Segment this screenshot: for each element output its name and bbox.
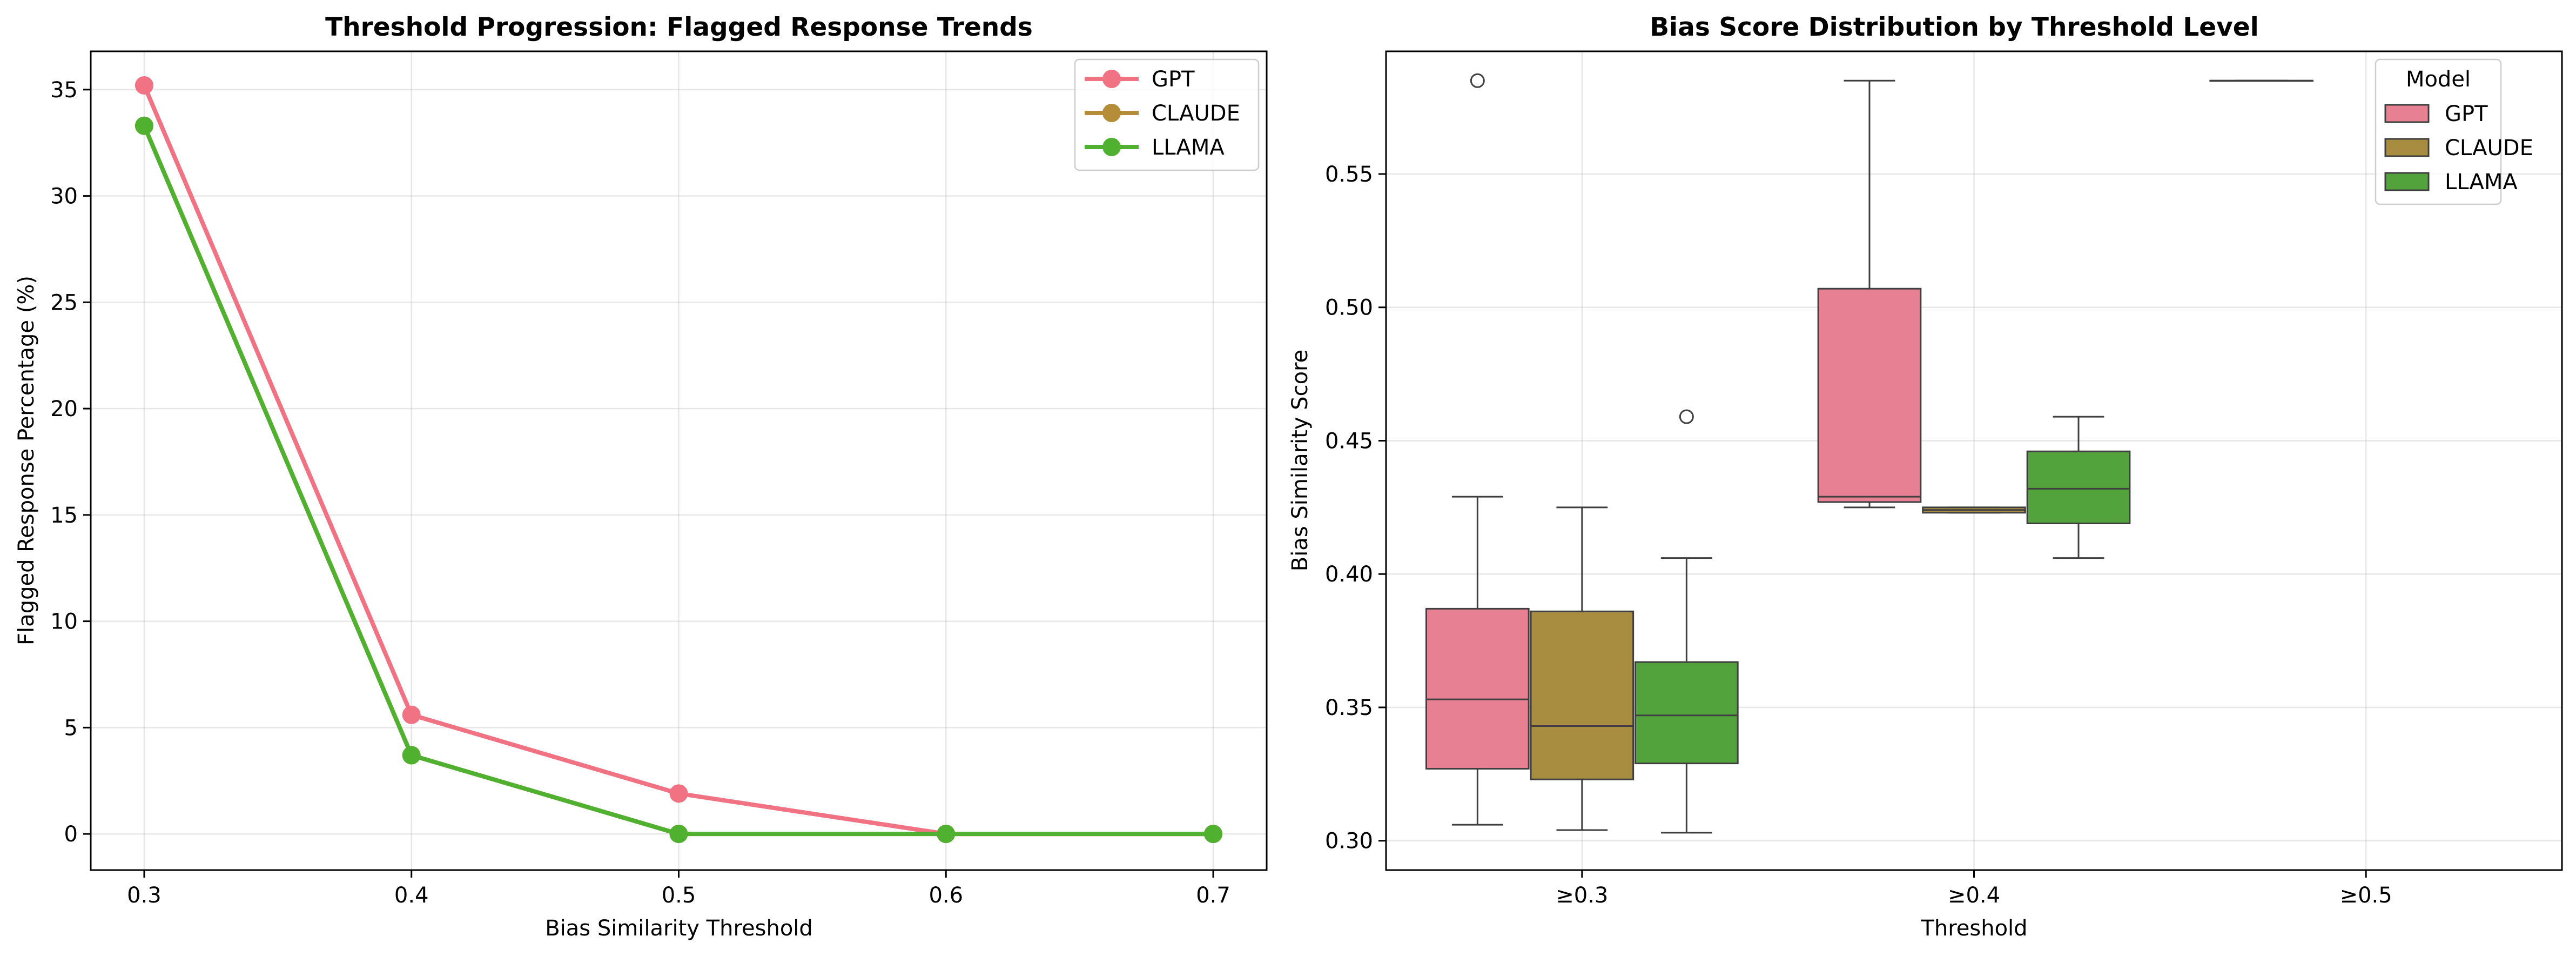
legend-swatch-gpt	[2384, 104, 2430, 123]
chart2-legend-title: Model	[2406, 67, 2471, 92]
legend-swatch-llama	[2384, 172, 2430, 191]
legend-label-claude: CLAUDE	[1152, 101, 1240, 126]
box-gpt	[1425, 73, 1530, 826]
iqr-box-llama	[2026, 450, 2131, 524]
chart2-y-tick-label: 0.40	[1325, 562, 1373, 587]
chart1-x-ticks: 0.3 0.4 0.5 0.6 0.7	[127, 870, 1230, 908]
chart2-x-tick-label: ≥0.3	[1556, 883, 1608, 908]
box-llama	[1635, 409, 1739, 834]
chart1-x-tick-label: 0.4	[394, 883, 429, 908]
chart2-y-ticks: 0.30 0.35 0.40 0.45 0.50 0.55	[1325, 162, 1386, 854]
chart1-title: Threshold Progression: Flagged Response …	[325, 12, 1033, 42]
chart2-legend-frame	[2375, 58, 2502, 205]
chart1-x-axis-label: Bias Similarity Threshold	[545, 916, 813, 941]
box-claude	[1530, 506, 1635, 831]
chart1-series	[134, 76, 1223, 844]
chart1-x-tick-label: 0.5	[662, 883, 696, 908]
chart2-x-ticks: ≥0.3 ≥0.4 ≥0.5	[1556, 870, 2392, 908]
chart1-legend-frame	[1074, 58, 1260, 171]
chart1-y-tick-label: 0	[64, 822, 78, 847]
iqr-box-claude	[1530, 610, 1635, 780]
chart1-y-tick-label: 15	[50, 503, 78, 528]
legend-swatch-claude	[2384, 138, 2430, 157]
legend-label-gpt: GPT	[1152, 67, 1195, 92]
chart2-legend: Model GPT CLAUDE LLAMA	[2375, 58, 2533, 205]
chart2-boxes	[1425, 73, 2313, 834]
chart1-y-tick-label: 35	[50, 78, 78, 103]
chart2-title: Bias Score Distribution by Threshold Lev…	[1650, 12, 2259, 42]
chart2-y-tick-label: 0.30	[1325, 829, 1373, 854]
legend-label-gpt: GPT	[2445, 102, 2488, 126]
chart2-x-axis-label: Threshold	[1920, 916, 2027, 941]
chart1-y-tick-label: 25	[50, 290, 78, 315]
iqr-box-gpt	[1817, 288, 1922, 503]
iqr-box-llama	[1635, 661, 1739, 765]
chart2-x-tick-label: ≥0.5	[2340, 883, 2392, 908]
chart1-legend: GPT CLAUDE LLAMA	[1074, 58, 1260, 171]
box-llama	[2026, 416, 2131, 559]
chart1-y-ticks: 0 5 10 15 20 25 30 35	[50, 78, 91, 847]
chart1-y-tick-label: 30	[50, 184, 78, 209]
data-point-llama	[402, 746, 421, 765]
chart2-y-tick-label: 0.35	[1325, 696, 1373, 720]
data-point-llama	[1204, 825, 1223, 844]
legend-marker-gpt	[1102, 70, 1121, 88]
chart1-y-tick-label: 10	[50, 610, 78, 634]
data-point-llama	[937, 825, 956, 844]
chart2-y-tick-label: 0.45	[1325, 429, 1373, 453]
chart1-y-tick-label: 5	[64, 716, 78, 740]
chart2-y-tick-label: 0.55	[1325, 162, 1373, 187]
data-point-llama	[134, 116, 153, 135]
legend-label-llama: LLAMA	[1152, 135, 1225, 160]
legend-marker-claude	[1102, 104, 1121, 122]
legend-label-claude: CLAUDE	[2445, 136, 2533, 161]
chart1-y-axis-label: Flagged Response Percentage (%)	[14, 276, 39, 645]
chart1-y-tick-label: 20	[50, 397, 78, 422]
chart2-y-tick-label: 0.50	[1325, 296, 1373, 320]
flagged-response-line-chart: Threshold Progression: Flagged Response …	[14, 12, 1268, 941]
data-point-gpt	[669, 784, 688, 803]
box-gpt	[1817, 79, 1922, 509]
chart2-y-axis-label: Bias Similarity Score	[1288, 350, 1313, 572]
bias-score-box-chart: Bias Score Distribution by Threshold Lev…	[1288, 12, 2563, 941]
chart1-x-tick-label: 0.7	[1196, 883, 1230, 908]
box-claude	[1922, 506, 2026, 514]
chart1-x-tick-label: 0.3	[127, 883, 162, 908]
data-point-gpt	[134, 76, 153, 95]
chart1-gridlines	[91, 51, 1267, 870]
chart1-x-tick-label: 0.6	[929, 883, 963, 908]
legend-label-llama: LLAMA	[2445, 170, 2518, 195]
data-point-gpt	[402, 705, 421, 724]
iqr-box-gpt	[1425, 607, 1530, 770]
outlier-gpt	[1470, 73, 1485, 88]
legend-marker-llama	[1102, 138, 1121, 156]
chart2-x-tick-label: ≥0.4	[1948, 883, 2000, 908]
data-point-llama	[669, 825, 688, 844]
outlier-llama	[1679, 409, 1694, 424]
